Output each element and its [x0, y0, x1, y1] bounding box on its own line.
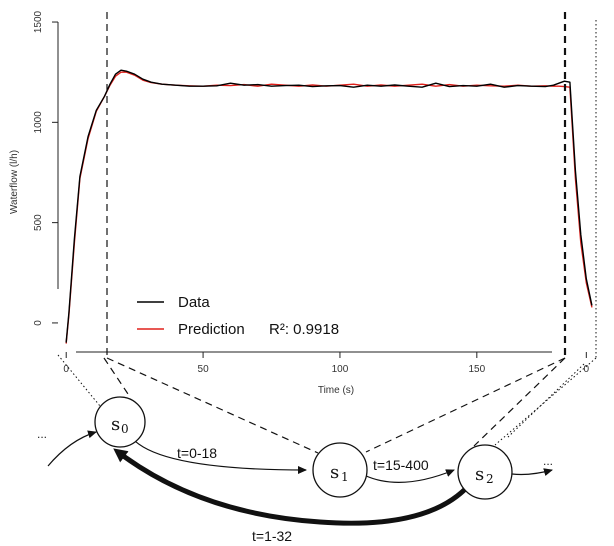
series-line-data	[65, 69, 593, 343]
series-layer	[65, 69, 593, 344]
y-ticks: 0 500 1000 1500	[33, 10, 58, 326]
x-tick-label: 50	[198, 364, 210, 375]
state-s0-letter: s	[111, 414, 120, 435]
y-tick-label: 0	[33, 320, 44, 326]
transition-label-s0-s1: t=0-18	[177, 445, 217, 461]
state-s2-subscript: 2	[486, 472, 494, 486]
transition-label-s1-s2: t=15-400	[373, 457, 429, 473]
arrow-s2-to-s0	[113, 448, 472, 526]
state-s2: s 2	[457, 444, 513, 500]
legend-label-prediction: Prediction	[178, 321, 245, 338]
arrow-s0-to-s1	[131, 437, 307, 474]
state-diagram: ... t=0-18 t=15-400 ... t=1-32 s 0 s	[37, 396, 553, 544]
guide-s0-right	[103, 357, 129, 395]
legend-label-data: Data	[178, 294, 210, 311]
y-tick-label: 500	[33, 214, 44, 231]
state-s1-letter: s	[330, 462, 339, 483]
guide-s2-right-2	[506, 363, 585, 439]
x-tick-label: 0	[63, 364, 69, 375]
state-s0: s 0	[94, 396, 146, 448]
y-tick-label: 1500	[33, 10, 44, 33]
state-s1-subscript: 1	[341, 470, 349, 484]
state-s2-letter: s	[475, 464, 484, 485]
x-tick-label: 0	[584, 364, 590, 375]
y-axis-label: Waterflow (l/h)	[9, 150, 20, 214]
x-tick-label: 100	[332, 364, 349, 375]
arrow-into-s0	[47, 430, 97, 467]
x-ticks: 0 50 100 150 0	[63, 352, 590, 375]
state-s1: s 1	[312, 442, 368, 498]
legend: Data Prediction R²: 0.9918	[137, 294, 339, 338]
x-tick-label: 150	[468, 364, 485, 375]
guide-s2-left	[473, 357, 566, 447]
ellipsis-left: ...	[37, 427, 47, 441]
arrow-out-of-s2	[511, 468, 553, 476]
guide-s1-right	[365, 357, 566, 453]
transition-label-s2-s0: t=1-32	[252, 528, 292, 544]
arrow-s1-to-s2	[363, 469, 455, 483]
state-s0-subscript: 0	[121, 422, 129, 436]
ellipsis-right: ...	[543, 454, 553, 468]
guide-s2-right	[494, 357, 597, 446]
x-axis-label: Time (s)	[318, 385, 354, 396]
guide-s0-left	[57, 354, 101, 407]
guide-lines	[57, 12, 597, 454]
guide-s1-left	[106, 357, 319, 454]
r-squared-annotation: R²: 0.9918	[269, 321, 339, 338]
y-tick-label: 1000	[33, 111, 44, 134]
